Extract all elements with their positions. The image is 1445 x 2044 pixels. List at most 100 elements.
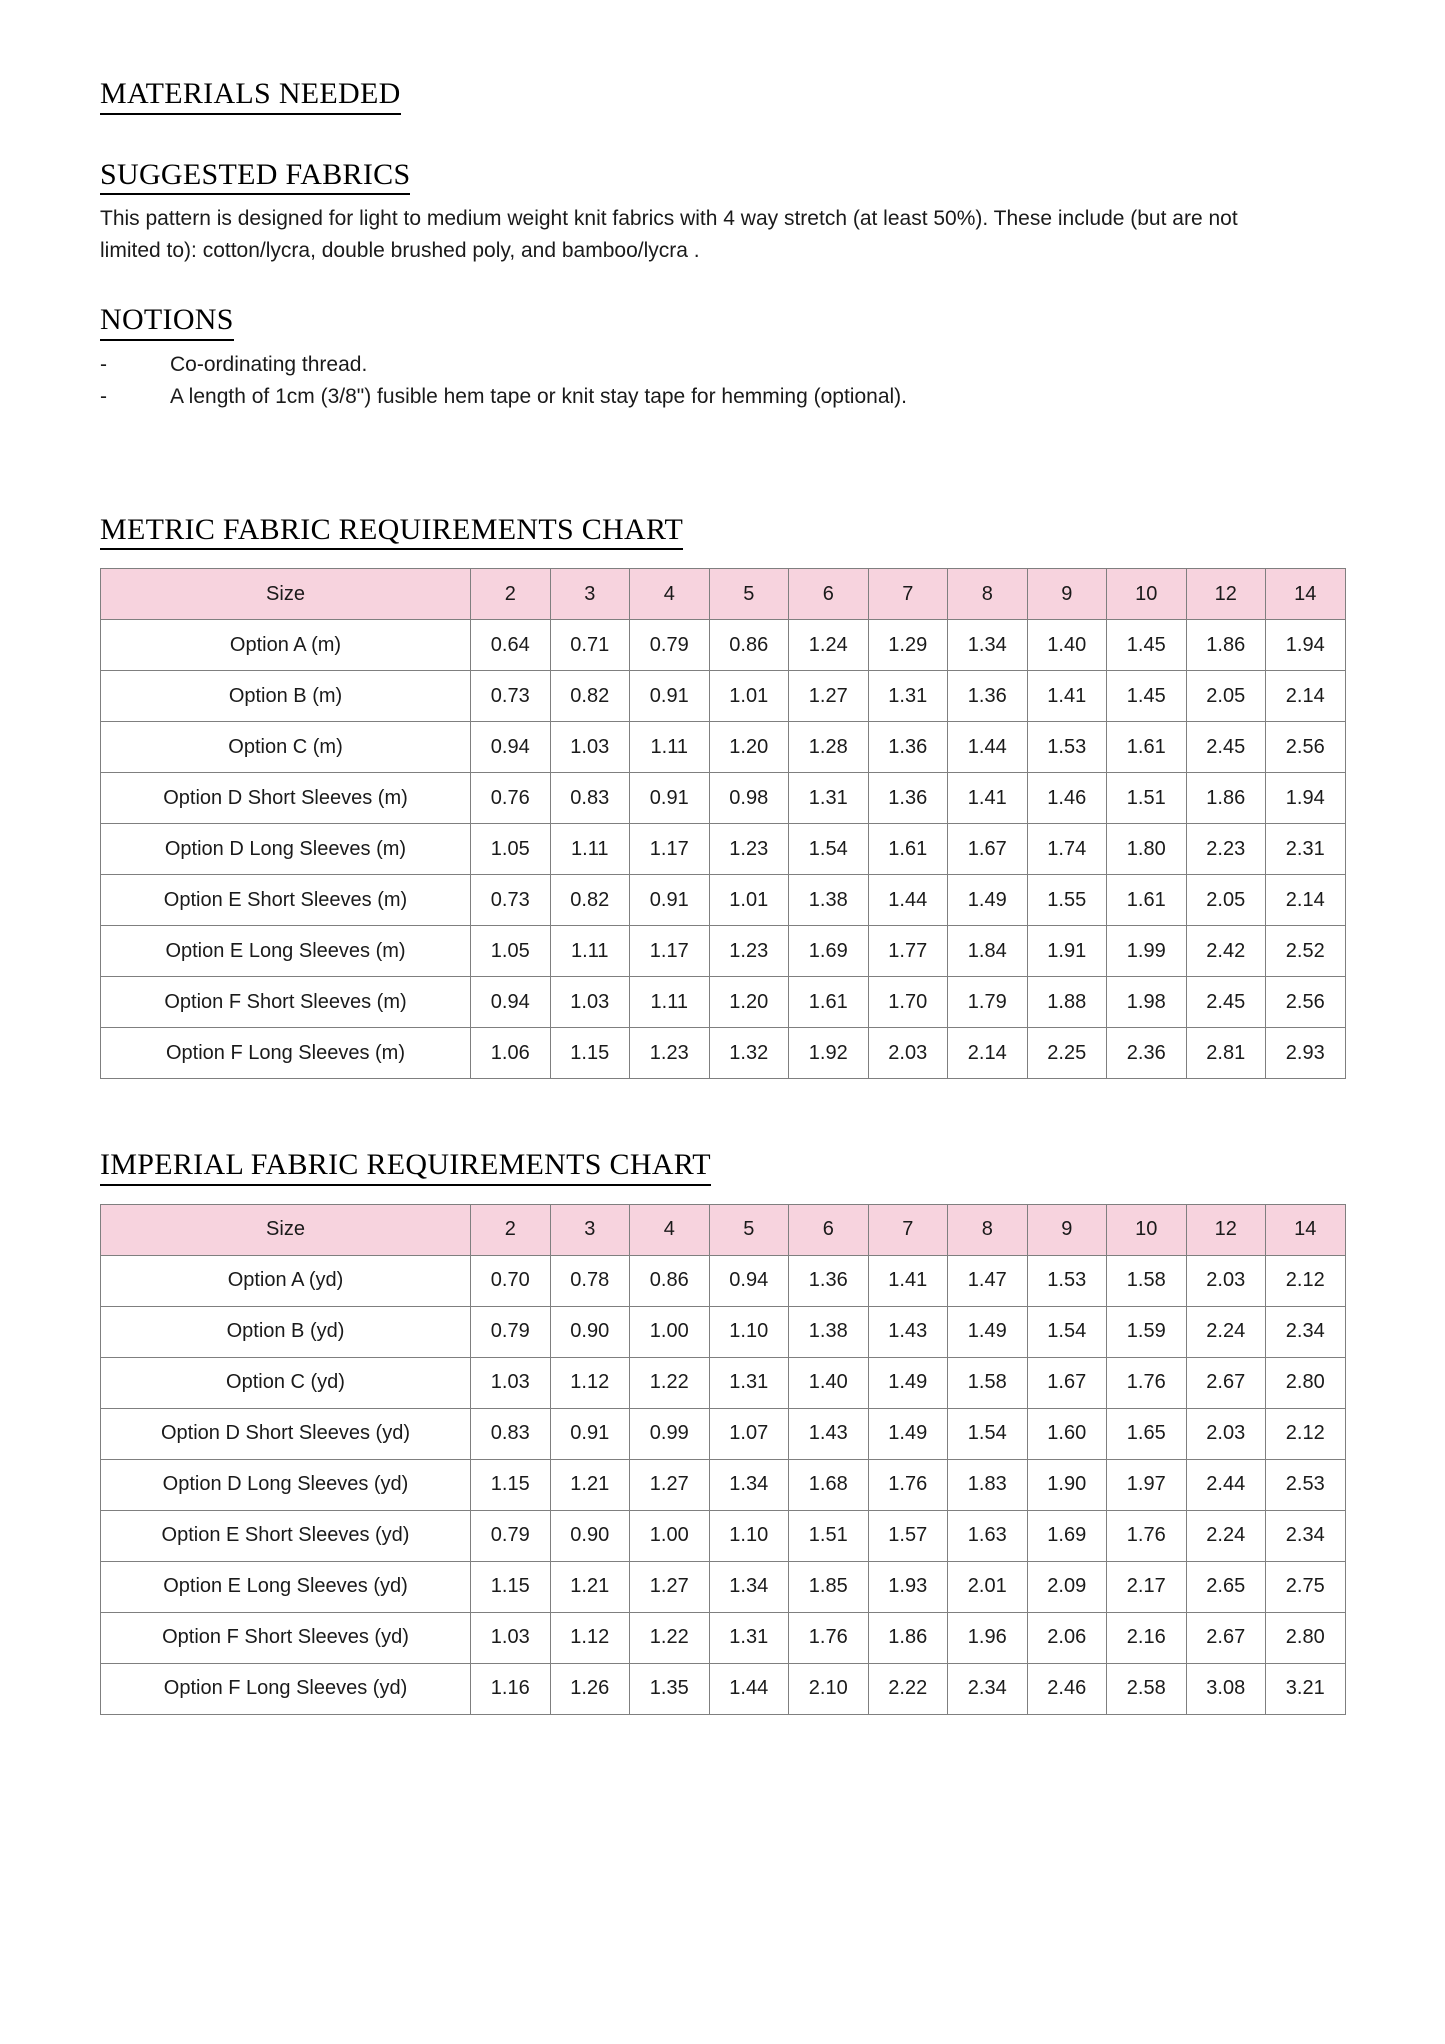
- table-cell: 1.67: [1026, 1356, 1107, 1409]
- table-cell: 0.99: [629, 1407, 710, 1460]
- table-row: Option C (m) 0.94 1.03 1.11 1.20 1.28 1.36 1.44…: [100, 721, 1346, 774]
- table-cell: 2.34: [947, 1662, 1028, 1715]
- list-item-label: Co-ordinating thread.: [170, 352, 368, 376]
- row-label: Option D Long Sleeves (m): [100, 823, 471, 876]
- table-cell: 0.82: [549, 874, 630, 927]
- table-row: Option F Short Sleeves (m) 0.94 1.03 1.11 1.…: [100, 976, 1346, 1029]
- table-cell: 1.61: [788, 976, 869, 1029]
- table-cell: 1.41: [867, 1254, 948, 1307]
- table-cell: 1.94: [1265, 772, 1346, 825]
- table-cell: 1.58: [1106, 1254, 1187, 1307]
- table-cell: 1.27: [629, 1458, 710, 1511]
- table-cell: 2.14: [1265, 874, 1346, 927]
- materials-needed-heading: MATERIALS NEEDED: [100, 78, 401, 115]
- imperial-fabric-requirements-table: Size 2 3 4 5 6 7 8 9 10 12 14 Option A (yd) 0.70 0.78…: [100, 1203, 1346, 1715]
- row-label: Option D Short Sleeves (m): [100, 772, 471, 825]
- table-cell: 1.36: [867, 772, 948, 825]
- table-cell: 1.03: [549, 976, 630, 1029]
- table-cell: 1.34: [708, 1458, 789, 1511]
- row-label: Option F Long Sleeves (m): [100, 1027, 471, 1080]
- table-cell: 2.17: [1106, 1560, 1187, 1613]
- row-label: Option E Long Sleeves (yd): [100, 1560, 471, 1613]
- table-cell: 1.15: [470, 1458, 551, 1511]
- table-cell: 1.10: [708, 1509, 789, 1562]
- row-label: Option F Long Sleeves (yd): [100, 1662, 471, 1715]
- table-cell: 2.09: [1026, 1560, 1107, 1613]
- table-cell: 0.71: [549, 619, 630, 672]
- table-cell: 1.32: [708, 1027, 789, 1080]
- table-cell: 1.44: [947, 721, 1028, 774]
- suggested-fabrics-paragraph: This pattern is designed for light to me…: [100, 207, 1238, 262]
- table-cell: 1.11: [629, 721, 710, 774]
- table-cell: 1.00: [629, 1305, 710, 1358]
- table-cell: 1.98: [1106, 976, 1187, 1029]
- table-cell: 1.86: [1185, 772, 1266, 825]
- table-cell: 1.49: [947, 874, 1028, 927]
- table-cell: 2.45: [1185, 721, 1266, 774]
- table-row: Option A (m) 0.64 0.71 0.79 0.86 1.24 1.29 1.34…: [100, 619, 1346, 672]
- table-cell: 1.38: [788, 874, 869, 927]
- table-cell: 0.64: [470, 619, 551, 672]
- column-header-size-7: 7: [867, 568, 948, 621]
- table-cell: 1.28: [788, 721, 869, 774]
- table-row: Option E Short Sleeves (yd) 0.79 0.90 1.00 1…: [100, 1509, 1346, 1562]
- column-header-size-14: 14: [1265, 568, 1346, 621]
- table-cell: 1.57: [867, 1509, 948, 1562]
- table-cell: 1.22: [629, 1356, 710, 1409]
- table-cell: 1.21: [549, 1458, 630, 1511]
- table-cell: 2.03: [1185, 1407, 1266, 1460]
- table-cell: 2.10: [788, 1662, 869, 1715]
- table-cell: 2.12: [1265, 1254, 1346, 1307]
- column-header-size-4: 4: [629, 1203, 710, 1256]
- table-header-row: Size 2 3 4 5 6 7 8 9 10 12 14: [100, 568, 1346, 621]
- table-cell: 1.11: [549, 925, 630, 978]
- table-cell: 2.67: [1185, 1356, 1266, 1409]
- table-cell: 1.54: [947, 1407, 1028, 1460]
- table-cell: 1.24: [788, 619, 869, 672]
- column-header-size-9: 9: [1026, 1203, 1107, 1256]
- row-label: Option E Short Sleeves (m): [100, 874, 471, 927]
- table-cell: 1.74: [1026, 823, 1107, 876]
- table-cell: 1.65: [1106, 1407, 1187, 1460]
- column-header-size-4: 4: [629, 568, 710, 621]
- table-cell: 0.86: [708, 619, 789, 672]
- list-item: - Co-ordinating thread.: [100, 349, 1345, 382]
- row-label: Option A (yd): [100, 1254, 471, 1307]
- column-header-size-8: 8: [947, 568, 1028, 621]
- table-cell: 3.21: [1265, 1662, 1346, 1715]
- metric-table-wrap: Size 2 3 4 5 6 7 8 9 10 12 14 Option A (m) 0.64 0.71 0…: [100, 568, 1346, 1080]
- table-row: Option C (yd) 1.03 1.12 1.22 1.31 1.40 1.49 1.5…: [100, 1356, 1346, 1409]
- table-cell: 1.80: [1106, 823, 1187, 876]
- table-cell: 1.29: [867, 619, 948, 672]
- table-cell: 0.82: [549, 670, 630, 723]
- table-cell: 1.00: [629, 1509, 710, 1562]
- table-cell: 1.83: [947, 1458, 1028, 1511]
- table-cell: 2.56: [1265, 721, 1346, 774]
- table-cell: 1.12: [549, 1611, 630, 1664]
- table-cell: 1.47: [947, 1254, 1028, 1307]
- column-header-size-2: 2: [470, 1203, 551, 1256]
- table-cell: 1.31: [867, 670, 948, 723]
- table-cell: 1.03: [549, 721, 630, 774]
- metric-table-head: Size 2 3 4 5 6 7 8 9 10 12 14: [100, 568, 1346, 621]
- column-header-size-5: 5: [708, 1203, 789, 1256]
- imperial-table-body: Option A (yd) 0.70 0.78 0.86 0.94 1.36 1.41 1.4…: [100, 1254, 1346, 1715]
- row-label: Option A (m): [100, 619, 471, 672]
- table-cell: 1.53: [1026, 1254, 1107, 1307]
- table-cell: 1.43: [867, 1305, 948, 1358]
- table-cell: 2.44: [1185, 1458, 1266, 1511]
- table-cell: 1.99: [1106, 925, 1187, 978]
- table-cell: 1.05: [470, 823, 551, 876]
- table-cell: 1.63: [947, 1509, 1028, 1562]
- table-cell: 1.05: [470, 925, 551, 978]
- table-cell: 2.03: [1185, 1254, 1266, 1307]
- table-cell: 2.31: [1265, 823, 1346, 876]
- notions-list: - Co-ordinating thread. - A length of 1c…: [100, 349, 1345, 414]
- column-header-size-2: 2: [470, 568, 551, 621]
- table-header-row: Size 2 3 4 5 6 7 8 9 10 12 14: [100, 1203, 1346, 1256]
- table-cell: 2.23: [1185, 823, 1266, 876]
- table-cell: 1.92: [788, 1027, 869, 1080]
- metric-table-body: Option A (m) 0.64 0.71 0.79 0.86 1.24 1.29 1.34…: [100, 619, 1346, 1080]
- table-cell: 1.15: [470, 1560, 551, 1613]
- table-cell: 3.08: [1185, 1662, 1266, 1715]
